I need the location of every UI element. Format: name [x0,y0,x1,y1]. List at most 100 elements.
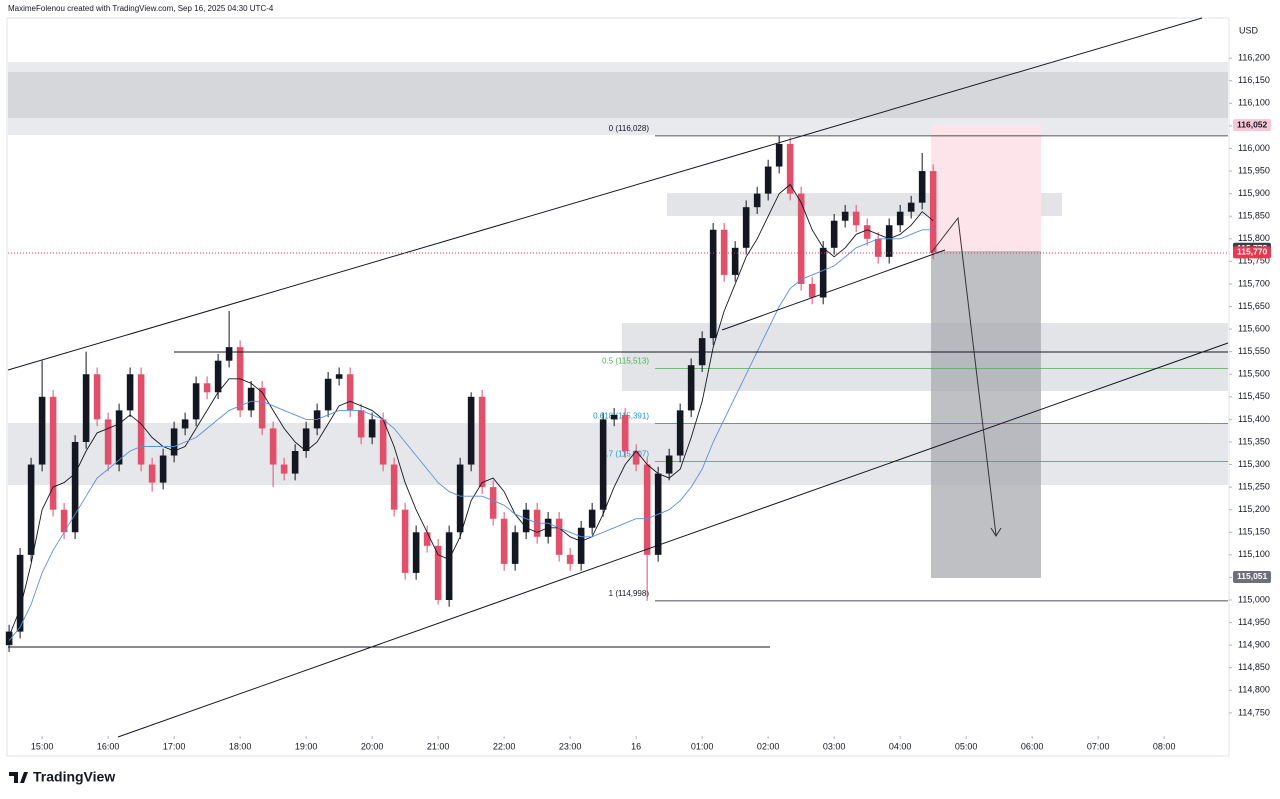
candle-body [731,247,739,275]
candle-body [764,166,772,194]
price-label-box [1233,570,1271,583]
candle-body [885,225,893,257]
candle-body [676,410,684,456]
candle-body [610,414,618,420]
candle-body [82,374,90,442]
candle-body [665,455,673,474]
candle-body [269,428,277,465]
candle-body [852,211,860,226]
candle-body [599,419,607,510]
y-tick-label: 115,850 [1238,211,1270,221]
candle-body [819,247,827,298]
candle-body [324,378,332,411]
candle-body [588,509,596,528]
zone [622,323,1228,391]
x-tick-label: 18:00 [229,741,252,751]
candle-body [500,518,508,564]
y-tick-label: 115,000 [1238,594,1270,604]
candle-body [379,419,387,465]
zones [8,62,1228,578]
candle-body [632,450,640,465]
zone [8,72,1228,118]
x-tick-label: 05:00 [955,741,978,751]
y-tick-label: 115,300 [1238,459,1270,469]
trend-line [117,342,1229,738]
y-tick-label: 115,350 [1238,436,1270,446]
candle-body [38,396,46,465]
price-label-box [1233,119,1271,132]
y-tick-label: 115,100 [1238,549,1270,559]
x-tick-label: 21:00 [427,741,450,751]
candle-body [335,374,343,379]
candle-body [148,464,156,483]
logo: TradingView [9,769,115,785]
x-tick-label: 22:00 [493,741,516,751]
header: MaximeFolenou created with TradingView.c… [8,4,274,13]
x-tick-label: 17:00 [163,741,186,751]
candle-body [93,374,101,420]
arrow-head [990,527,1002,537]
candle-body [786,143,794,194]
candle-body [390,464,398,510]
candle-body [401,509,409,573]
candle-body [203,383,211,393]
x-tick-label: 23:00 [559,741,582,751]
x-tick-label: 02:00 [757,741,780,751]
candle-body [368,419,376,438]
candle-body [357,410,365,438]
candle-body [577,527,585,564]
trend-line [721,249,946,331]
price-label: 115,051 [1237,571,1268,581]
y-tick-label: 115,900 [1238,188,1270,198]
candle-body [159,455,167,483]
price-label-box [1233,246,1271,259]
fib-label: 0 (116,028) [609,124,650,133]
x-tick-label: 20:00 [361,741,384,751]
x-tick-label: 04:00 [889,741,912,751]
x-tick-label: 07:00 [1087,741,1110,751]
candle-body [742,207,750,248]
fib-label: 0.618 (115,391) [593,412,649,421]
candle-body [170,428,178,456]
candle-body [280,464,288,474]
fib-label: 0.7 (115,307) [602,449,649,458]
x-tick-label: 01:00 [691,741,714,751]
y-tick-label: 114,850 [1238,662,1270,672]
candle-body [423,532,431,546]
candle-body [841,211,849,221]
candle-body [16,554,24,632]
candle-body [907,202,915,212]
candle-body [412,532,420,573]
y-tick-label: 116,100 [1238,98,1270,108]
candle-body [709,229,717,339]
x-tick-label: 03:00 [823,741,846,751]
candle-body [808,283,816,298]
projection-arrow [930,216,997,536]
candle-body [5,631,13,646]
candle-body [720,229,728,275]
candle-body [60,509,68,533]
candle-body [258,387,266,429]
trend-line [7,17,1203,371]
candle-body [302,428,310,451]
fib-label: 0.5 (115,513) [602,356,649,365]
price-label: 116,052 [1237,119,1268,129]
candle-body [753,193,761,208]
y-tick-label: 115,600 [1238,323,1270,333]
price-label: 115,770 [1237,247,1268,257]
candle-body [214,360,222,393]
fib-label: 1 (114,998) [609,589,650,598]
candle-body [775,143,783,167]
candle-body [247,387,255,411]
candle-body [621,414,629,451]
candle-body [115,410,123,465]
y-tick-label: 116,150 [1238,75,1270,85]
candle-body [929,171,937,253]
x-tick-label: 08:00 [1153,741,1176,751]
candle-body [489,487,497,519]
candle-body [434,545,442,600]
moving-average [8,229,934,641]
candle-body [830,220,838,248]
drawings [7,17,1229,738]
target-zone [931,251,1041,578]
